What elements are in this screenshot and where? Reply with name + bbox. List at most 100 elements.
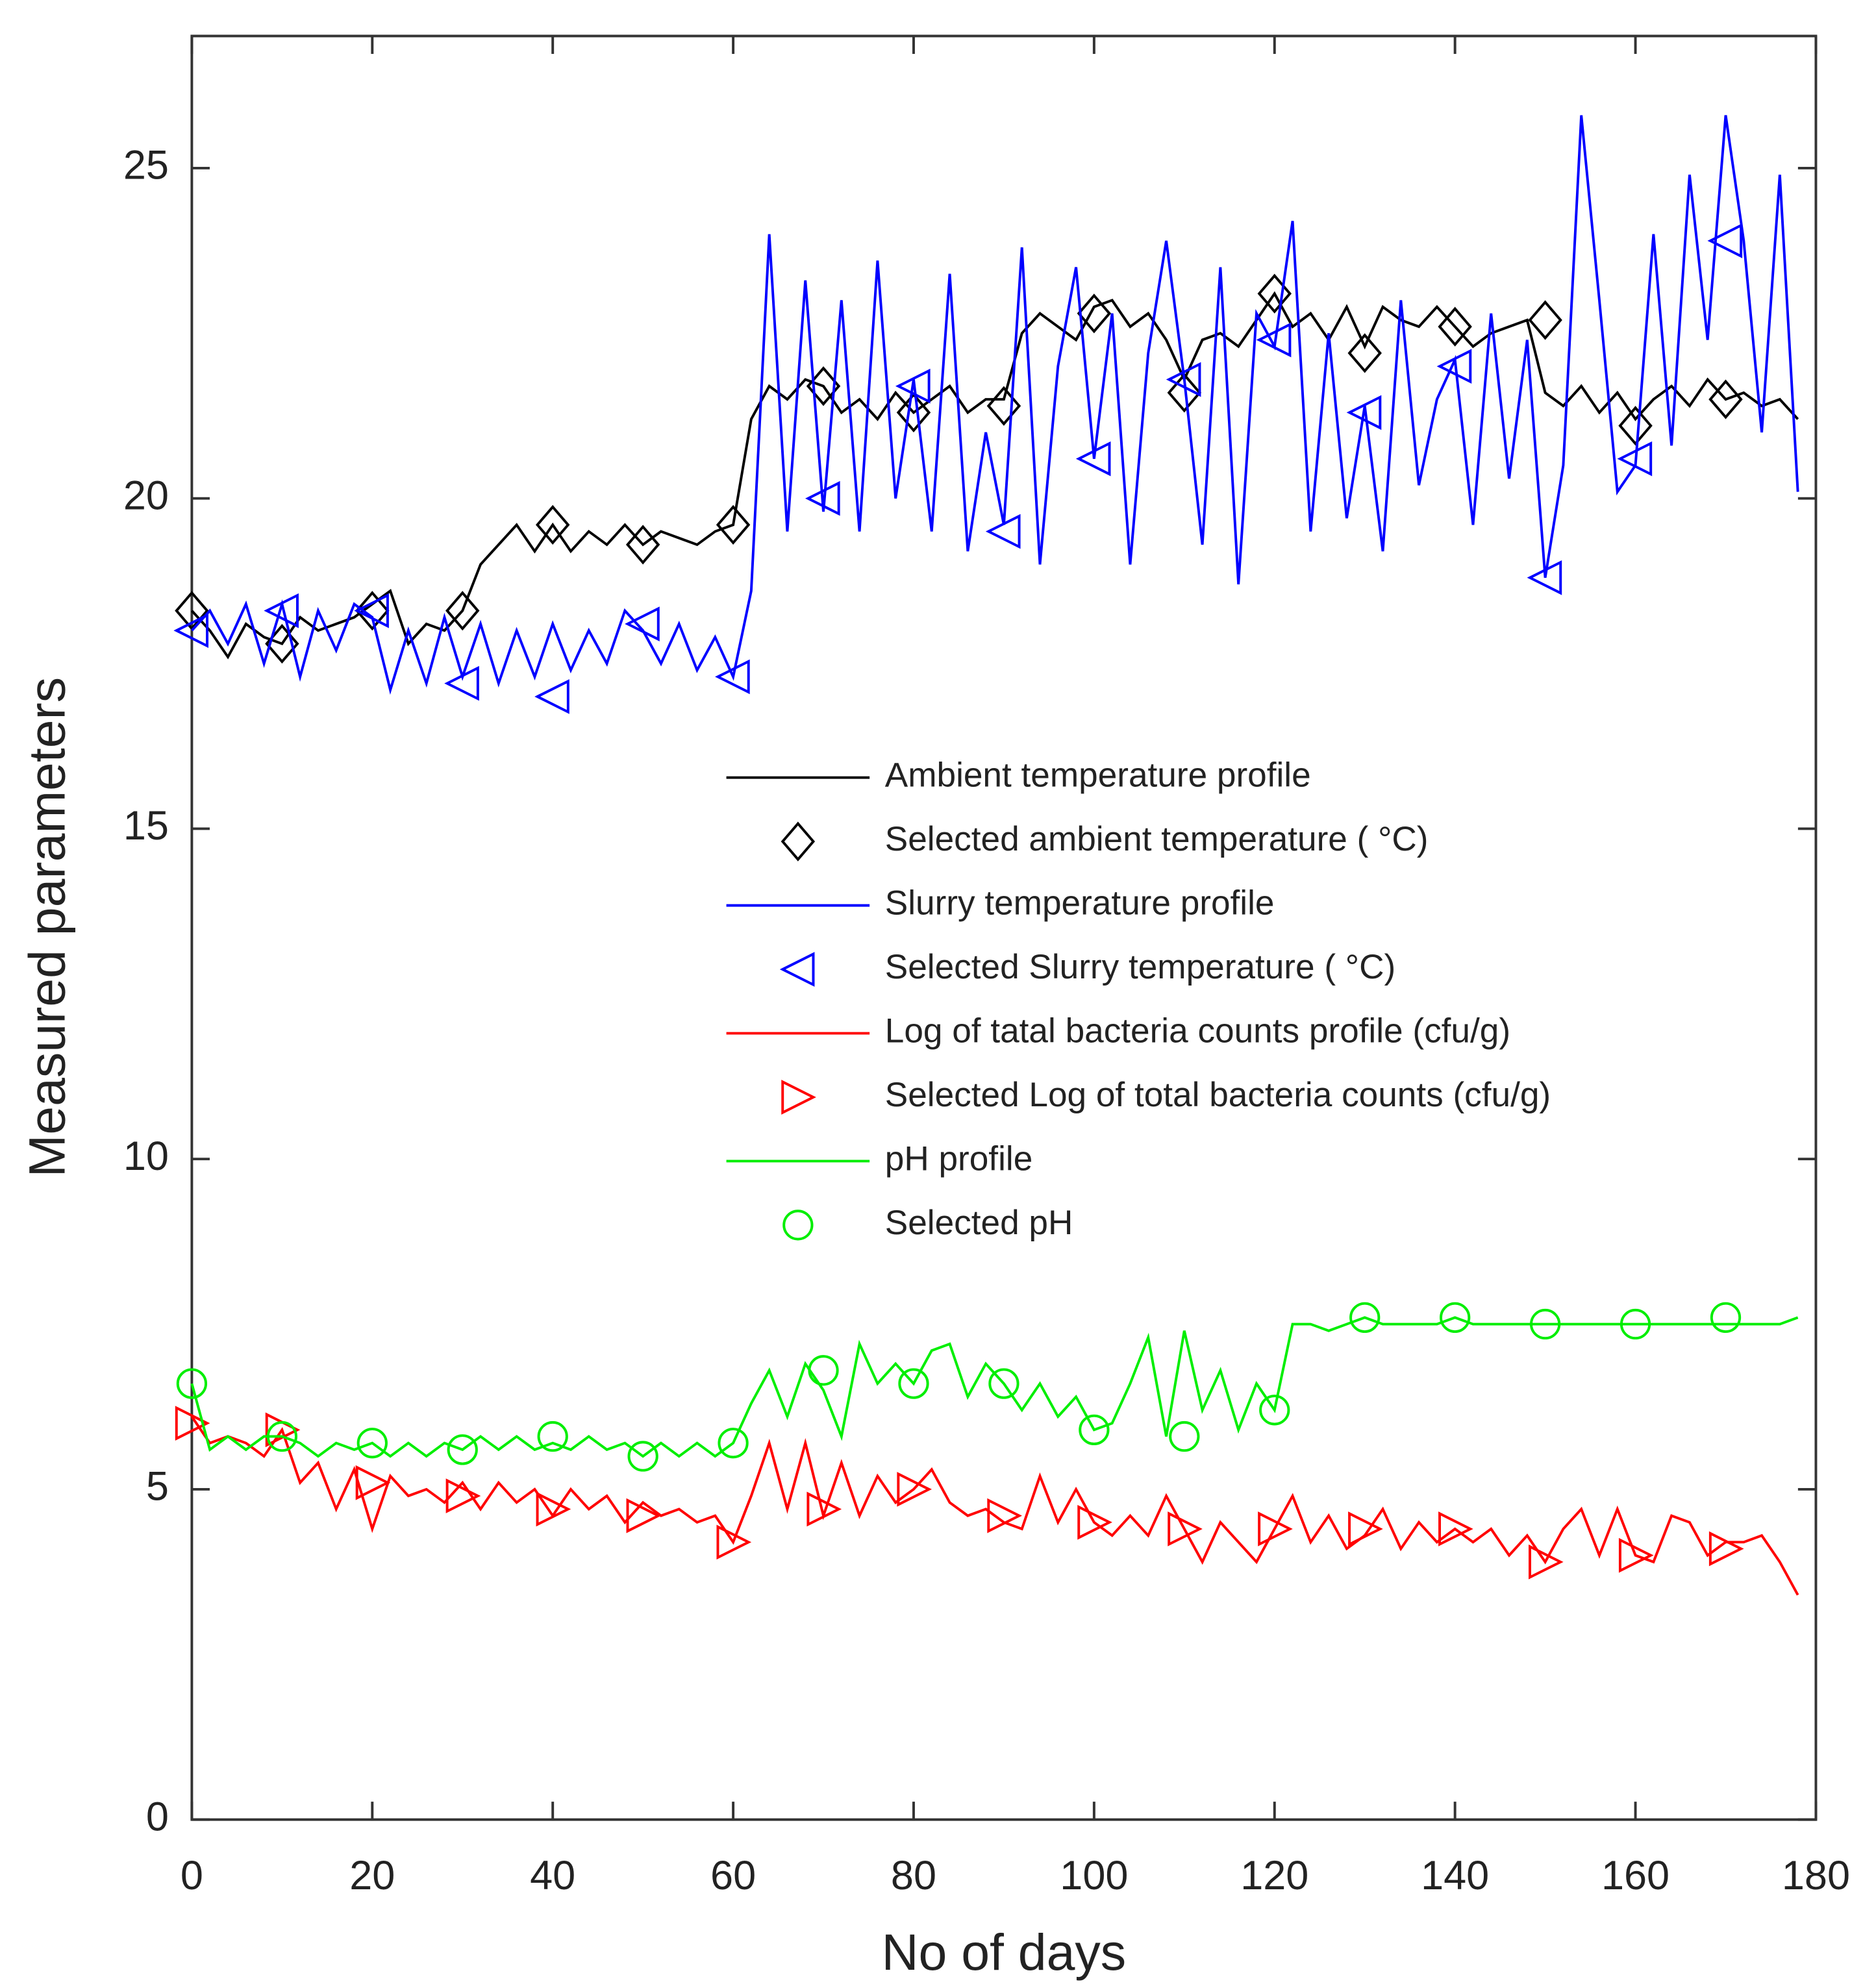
- marker: [176, 1368, 208, 1399]
- marker: [1527, 560, 1562, 595]
- marker: [266, 1421, 297, 1452]
- marker: [1528, 300, 1562, 340]
- marker: [625, 525, 660, 565]
- marker: [355, 591, 390, 631]
- marker: [1438, 306, 1472, 347]
- legend-label: Selected ambient temperature ( °C): [885, 820, 1429, 858]
- marker: [1075, 441, 1111, 477]
- marker: [444, 665, 479, 701]
- marker: [447, 1434, 478, 1465]
- legend-label: Ambient temperature profile: [885, 756, 1311, 795]
- marker: [898, 1368, 929, 1399]
- marker: [175, 591, 209, 631]
- marker: [1438, 1511, 1473, 1546]
- line-series: [190, 115, 1799, 695]
- legend-label: Log of tatal bacteria counts profile (cf…: [885, 1012, 1510, 1050]
- marker: [1347, 333, 1382, 373]
- marker: [1620, 1308, 1651, 1340]
- x-tick-label: 0: [181, 1853, 203, 1898]
- marker: [805, 480, 840, 516]
- legend-marker: [781, 821, 816, 862]
- marker: [1529, 1545, 1564, 1580]
- marker: [1708, 379, 1743, 419]
- marker: [1079, 1414, 1110, 1445]
- legend-marker: [779, 952, 815, 987]
- marker: [807, 1491, 842, 1527]
- y-tick-label: 10: [123, 1134, 169, 1179]
- marker: [1348, 1511, 1383, 1546]
- legend-label: Selected Slurry temperature ( °C): [885, 948, 1395, 986]
- marker: [175, 1406, 210, 1441]
- marker: [536, 1491, 571, 1527]
- marker: [1257, 273, 1292, 314]
- legend-marker: [782, 1210, 814, 1241]
- marker: [986, 386, 1021, 426]
- legend-marker: [781, 1080, 816, 1115]
- marker: [1617, 441, 1653, 477]
- marker: [716, 504, 751, 545]
- marker: [1169, 1421, 1200, 1452]
- y-tick-label: 0: [146, 1794, 169, 1839]
- marker: [537, 1421, 568, 1452]
- y-tick-label: 20: [123, 473, 169, 518]
- marker: [716, 1524, 752, 1560]
- x-tick-label: 120: [1240, 1853, 1308, 1898]
- x-tick-label: 80: [891, 1853, 936, 1898]
- marker: [897, 1472, 932, 1507]
- legend-label: Selected Log of total bacteria counts (c…: [885, 1076, 1551, 1114]
- x-tick-label: 40: [530, 1853, 575, 1898]
- x-tick-label: 160: [1601, 1853, 1670, 1898]
- marker: [535, 504, 570, 545]
- marker: [1529, 1308, 1561, 1340]
- y-axis-title: Measured parameters: [19, 677, 76, 1178]
- y-tick-label: 25: [123, 143, 169, 188]
- marker: [627, 1441, 658, 1472]
- x-tick-label: 140: [1421, 1853, 1489, 1898]
- marker: [896, 392, 931, 433]
- y-tick-label: 5: [146, 1464, 169, 1509]
- marker: [1256, 322, 1292, 358]
- legend-label: Selected pH: [885, 1204, 1073, 1242]
- marker: [1618, 1537, 1654, 1573]
- marker: [1166, 362, 1201, 397]
- marker: [987, 1498, 1022, 1533]
- marker: [1710, 1302, 1742, 1334]
- line-series: [190, 1316, 1799, 1458]
- marker: [1168, 1511, 1203, 1546]
- marker: [1440, 1302, 1471, 1334]
- x-tick-label: 60: [710, 1853, 756, 1898]
- marker: [1077, 293, 1112, 334]
- marker: [1436, 349, 1472, 384]
- marker: [715, 659, 750, 695]
- marker: [1259, 1395, 1290, 1426]
- marker: [173, 613, 208, 649]
- legend-label: Slurry temperature profile: [885, 884, 1275, 923]
- marker: [354, 593, 389, 628]
- marker: [1708, 1531, 1744, 1567]
- x-tick-label: 180: [1782, 1853, 1850, 1898]
- marker: [626, 1498, 662, 1533]
- marker: [985, 514, 1021, 549]
- marker: [356, 1428, 388, 1459]
- marker: [988, 1368, 1019, 1399]
- marker: [1707, 223, 1743, 258]
- marker: [718, 1428, 749, 1459]
- marker: [1258, 1511, 1293, 1546]
- x-tick-label: 100: [1060, 1853, 1128, 1898]
- marker: [625, 606, 660, 641]
- marker: [1349, 1302, 1381, 1334]
- legend-label: pH profile: [885, 1140, 1033, 1178]
- marker: [1077, 1504, 1112, 1540]
- plot-frame: [190, 34, 1818, 1821]
- marker: [264, 593, 299, 628]
- marker: [895, 368, 931, 404]
- x-axis-title: No of days: [882, 1924, 1127, 1981]
- marker: [445, 1478, 481, 1513]
- marker: [1618, 406, 1653, 446]
- marker: [1167, 373, 1202, 413]
- marker: [534, 679, 569, 714]
- marker: [355, 1465, 391, 1500]
- marker: [1346, 395, 1382, 430]
